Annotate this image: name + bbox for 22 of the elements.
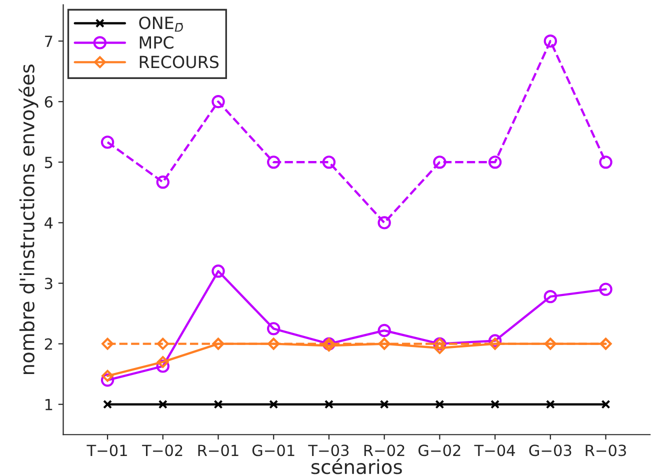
y-axis-title: nombre d'instructions envoyées: [18, 64, 38, 374]
legend-label: RECOURS: [140, 56, 219, 68]
x-tick-label: T−02: [142, 444, 182, 456]
x-tick-label: G−03: [529, 444, 572, 456]
legend-label: MPC: [140, 36, 174, 49]
legend-label: ONE$_{D̄}$: [139, 16, 183, 32]
x-axis-title: scénarios: [311, 458, 402, 474]
x-tick-label: G−02: [418, 444, 460, 456]
y-tick-label: 4: [44, 217, 53, 229]
x-tick-label: R−01: [198, 444, 238, 456]
y-tick-label: 2: [44, 338, 52, 350]
x-tick-label: T−01: [86, 444, 127, 456]
x-tick-label: G−01: [252, 444, 294, 456]
x-tick-label: R−02: [364, 444, 404, 456]
y-tick-label: 3: [44, 278, 52, 290]
x-tick-label: R−03: [586, 444, 626, 456]
y-tick-label: 7: [45, 36, 52, 47]
x-tick-label: T−03: [308, 444, 349, 456]
y-tick-label: 1: [45, 399, 52, 410]
y-tick-label: 5: [44, 156, 52, 168]
y-tick-label: 6: [44, 96, 53, 108]
x-tick-label: T−04: [474, 444, 515, 456]
